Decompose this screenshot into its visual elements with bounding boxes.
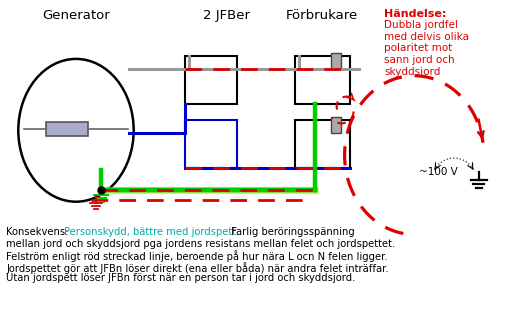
Bar (331, 118, 341, 133)
Text: Felström enligt röd streckad linje, beroende på hur nära L ocn N felen ligger.: Felström enligt röd streckad linje, bero… (6, 250, 388, 262)
Bar (186, 121, 237, 168)
Text: Generator: Generator (42, 9, 110, 22)
Text: Personskydd, bättre med jordspett.: Personskydd, bättre med jordspett. (64, 227, 240, 237)
Text: Jordspettet gör att JFBn löser direkt (ena eller båda) när andra felet inträffar: Jordspettet gör att JFBn löser direkt (e… (6, 262, 389, 274)
Text: Förbrukare: Förbrukare (286, 9, 358, 22)
Bar (295, 121, 350, 168)
Text: Händelse:: Händelse: (385, 9, 447, 19)
Text: Farlig beröringsspänning: Farlig beröringsspänning (228, 227, 355, 237)
Text: mellan jord och skyddsjord pga jordens resistans mellan felet och jordspettet.: mellan jord och skyddsjord pga jordens r… (6, 239, 396, 249)
Text: ~100 V: ~100 V (419, 167, 458, 177)
Bar (186, 56, 237, 104)
Text: 2 JFBer: 2 JFBer (203, 9, 250, 22)
FancyBboxPatch shape (46, 123, 88, 136)
Text: Utan jordspett löser JFBn först när en person tar i jord och skyddsjord.: Utan jordspett löser JFBn först när en p… (6, 273, 355, 283)
Text: Konsekvens:: Konsekvens: (6, 227, 72, 237)
Text: Dubbla jordfel
med delvis olika
polaritet mot
sann jord och
skyddsjord: Dubbla jordfel med delvis olika polarite… (385, 20, 469, 77)
Bar (331, 53, 341, 69)
Bar (295, 56, 350, 104)
